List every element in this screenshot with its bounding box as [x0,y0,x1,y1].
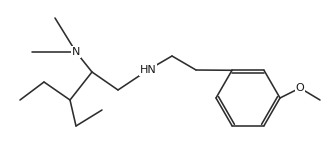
Text: O: O [296,83,304,93]
Text: N: N [72,47,80,57]
Text: HN: HN [140,65,156,75]
